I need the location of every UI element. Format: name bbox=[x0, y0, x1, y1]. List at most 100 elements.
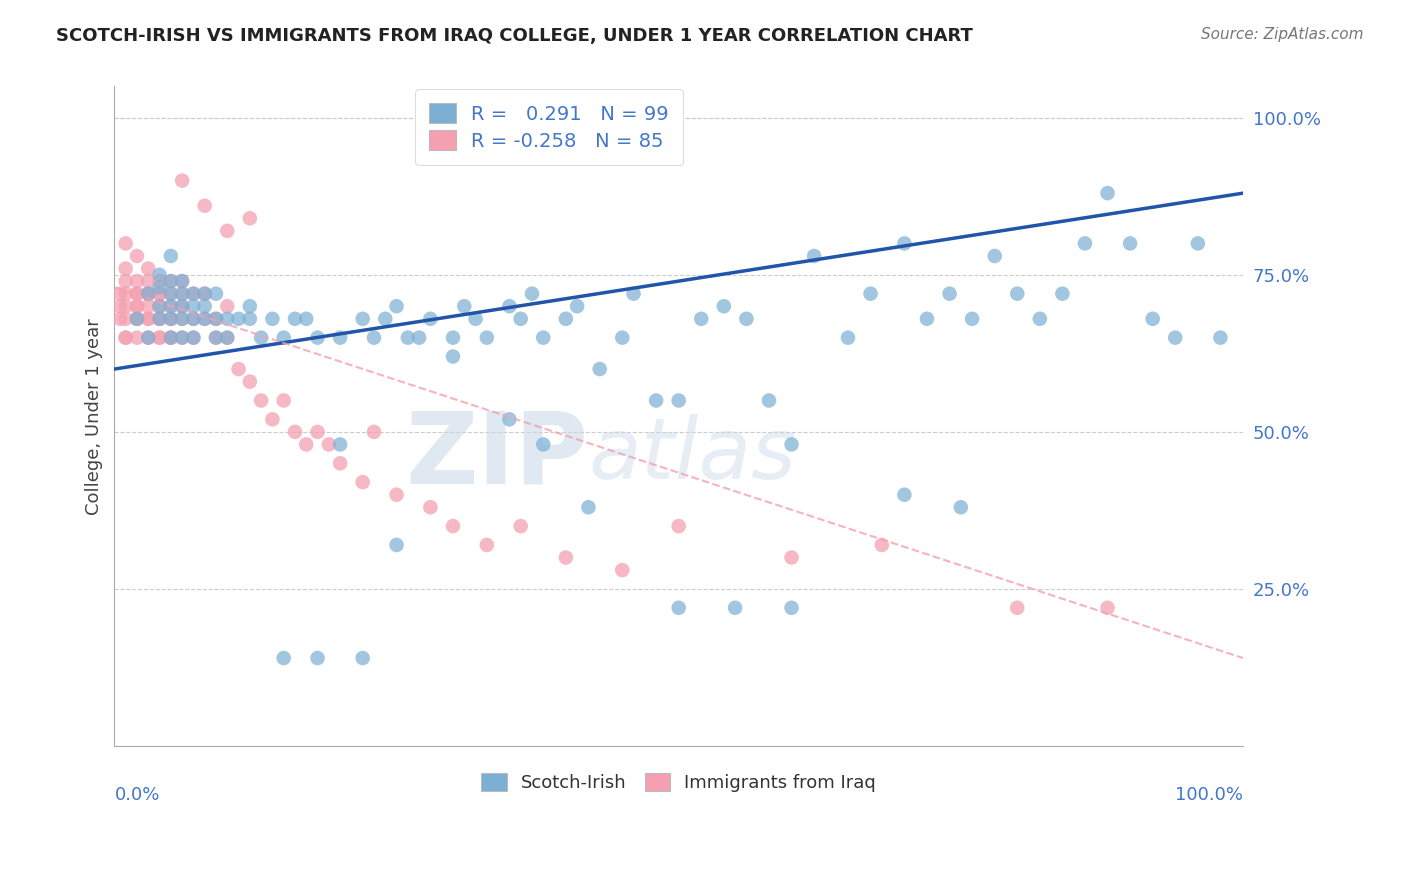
Point bbox=[441, 519, 464, 533]
Point bbox=[205, 311, 228, 326]
Point bbox=[125, 286, 148, 301]
Text: 100.0%: 100.0% bbox=[1175, 786, 1243, 804]
Point bbox=[668, 600, 690, 615]
Point bbox=[780, 550, 803, 565]
Point bbox=[284, 425, 307, 439]
Point bbox=[172, 331, 194, 345]
Point bbox=[295, 311, 318, 326]
Point bbox=[318, 437, 340, 451]
Point bbox=[239, 299, 262, 313]
Point bbox=[239, 375, 262, 389]
Point bbox=[385, 488, 408, 502]
Point bbox=[453, 299, 475, 313]
Point bbox=[160, 249, 183, 263]
Point bbox=[262, 412, 284, 426]
Point bbox=[217, 224, 239, 238]
Text: SCOTCH-IRISH VS IMMIGRANTS FROM IRAQ COLLEGE, UNDER 1 YEAR CORRELATION CHART: SCOTCH-IRISH VS IMMIGRANTS FROM IRAQ COL… bbox=[56, 27, 973, 45]
Point bbox=[690, 311, 713, 326]
Point bbox=[125, 286, 148, 301]
Point bbox=[464, 311, 486, 326]
Point bbox=[1007, 600, 1029, 615]
Point bbox=[949, 500, 972, 515]
Point bbox=[668, 519, 690, 533]
Point bbox=[114, 286, 136, 301]
Point bbox=[329, 331, 352, 345]
Point bbox=[172, 173, 194, 187]
Point bbox=[183, 286, 205, 301]
Point bbox=[205, 331, 228, 345]
Point bbox=[148, 274, 170, 288]
Point bbox=[148, 331, 170, 345]
Point bbox=[724, 600, 747, 615]
Point bbox=[160, 311, 183, 326]
Point bbox=[148, 331, 170, 345]
Point bbox=[1119, 236, 1142, 251]
Point bbox=[125, 331, 148, 345]
Point bbox=[148, 311, 170, 326]
Point bbox=[108, 311, 131, 326]
Text: ZIP: ZIP bbox=[405, 408, 588, 504]
Point bbox=[172, 311, 194, 326]
Point bbox=[645, 393, 668, 408]
Point bbox=[623, 286, 645, 301]
Point bbox=[205, 331, 228, 345]
Point bbox=[172, 299, 194, 313]
Point bbox=[893, 236, 915, 251]
Point bbox=[160, 299, 183, 313]
Point bbox=[136, 311, 159, 326]
Point bbox=[612, 331, 634, 345]
Point bbox=[136, 274, 159, 288]
Y-axis label: College, Under 1 year: College, Under 1 year bbox=[86, 318, 103, 515]
Point bbox=[329, 456, 352, 470]
Point bbox=[125, 311, 148, 326]
Point bbox=[217, 311, 239, 326]
Point bbox=[172, 331, 194, 345]
Point bbox=[273, 651, 295, 665]
Point bbox=[160, 299, 183, 313]
Point bbox=[870, 538, 893, 552]
Point bbox=[136, 331, 159, 345]
Point bbox=[329, 437, 352, 451]
Point bbox=[114, 299, 136, 313]
Point bbox=[735, 311, 758, 326]
Point bbox=[148, 311, 170, 326]
Point bbox=[217, 331, 239, 345]
Point bbox=[160, 331, 183, 345]
Point bbox=[498, 412, 520, 426]
Point bbox=[136, 286, 159, 301]
Point bbox=[295, 437, 318, 451]
Point bbox=[565, 299, 588, 313]
Point bbox=[250, 393, 273, 408]
Point bbox=[239, 211, 262, 226]
Point bbox=[307, 331, 329, 345]
Point bbox=[803, 249, 825, 263]
Point bbox=[228, 362, 250, 376]
Point bbox=[172, 299, 194, 313]
Point bbox=[172, 274, 194, 288]
Point bbox=[183, 331, 205, 345]
Point bbox=[160, 311, 183, 326]
Point bbox=[531, 331, 554, 345]
Point bbox=[148, 280, 170, 294]
Point bbox=[125, 299, 148, 313]
Point bbox=[114, 261, 136, 276]
Point bbox=[148, 268, 170, 282]
Point bbox=[172, 311, 194, 326]
Point bbox=[419, 311, 441, 326]
Point bbox=[983, 249, 1005, 263]
Point bbox=[172, 286, 194, 301]
Legend: Scotch-Irish, Immigrants from Iraq: Scotch-Irish, Immigrants from Iraq bbox=[471, 762, 887, 803]
Point bbox=[668, 393, 690, 408]
Point bbox=[363, 425, 385, 439]
Point bbox=[114, 236, 136, 251]
Point bbox=[385, 538, 408, 552]
Point bbox=[531, 437, 554, 451]
Point bbox=[576, 500, 599, 515]
Point bbox=[172, 286, 194, 301]
Point bbox=[217, 299, 239, 313]
Point bbox=[780, 437, 803, 451]
Point bbox=[148, 311, 170, 326]
Point bbox=[284, 311, 307, 326]
Point bbox=[136, 311, 159, 326]
Point bbox=[938, 286, 960, 301]
